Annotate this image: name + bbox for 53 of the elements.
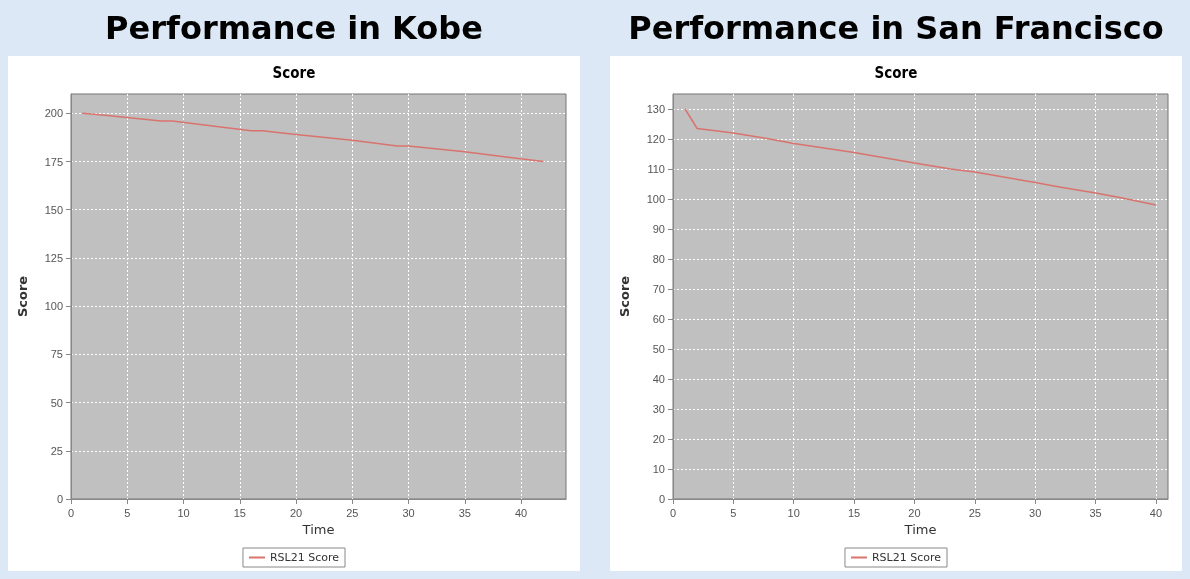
x-tick-label: 0 xyxy=(669,506,677,519)
x-tick-label: 5 xyxy=(730,506,737,519)
y-tick-label: 10 xyxy=(652,463,665,475)
y-tick-label: 100 xyxy=(646,193,665,205)
x-tick-label: 40 xyxy=(1149,506,1163,519)
y-tick-label: 25 xyxy=(50,444,63,457)
x-tick-label: 25 xyxy=(346,506,359,519)
x-tick-label: 30 xyxy=(402,506,415,519)
y-tick-label: 40 xyxy=(652,373,665,385)
y-tick-label: 20 xyxy=(652,433,665,445)
x-tick-label: 20 xyxy=(289,506,303,519)
y-tick-label: 175 xyxy=(44,155,63,168)
x-tick-label: 5 xyxy=(124,506,131,519)
x-tick-label: 15 xyxy=(847,506,861,519)
x-tick-label: 30 xyxy=(1029,506,1042,519)
y-tick-label: 130 xyxy=(646,103,665,115)
legend-label: RSL21 Score xyxy=(269,551,340,564)
y-tick-label: 0 xyxy=(658,493,665,505)
line-series xyxy=(684,108,1157,206)
y-tick-label: 75 xyxy=(50,348,63,361)
x-tick-label: 35 xyxy=(458,506,471,519)
y-axis-title: Score xyxy=(617,275,632,318)
y-tick-label: 70 xyxy=(652,283,665,295)
y-tick-label: 100 xyxy=(44,300,63,313)
y-tick-label: 0 xyxy=(56,493,63,505)
y-tick-label: 50 xyxy=(50,396,63,409)
y-tick-label: 30 xyxy=(652,403,665,415)
line-series xyxy=(81,112,545,163)
x-axis-title: Time xyxy=(903,522,937,537)
y-tick-label: 50 xyxy=(652,343,665,355)
legend-label: RSL21 Score xyxy=(871,551,942,564)
y-tick-label: 110 xyxy=(647,163,665,175)
y-tick-label: 200 xyxy=(44,107,63,120)
y-tick-label: 150 xyxy=(44,203,63,216)
y-tick-label: 90 xyxy=(652,223,665,235)
x-tick-label: 0 xyxy=(67,506,75,519)
x-tick-label: 10 xyxy=(177,506,190,519)
chart-title: Performance in San Francisco xyxy=(627,8,1165,49)
x-axis-title: Time xyxy=(301,522,335,537)
y-tick-label: 120 xyxy=(646,133,665,145)
chart-subtitle: Score xyxy=(272,63,316,82)
chart-subtitle: Score xyxy=(874,63,918,82)
x-tick-label: 25 xyxy=(968,506,981,519)
x-tick-label: 10 xyxy=(787,506,800,519)
chart-title: Performance in Kobe xyxy=(104,8,484,49)
x-tick-label: 35 xyxy=(1089,506,1102,519)
y-axis-title: Score xyxy=(15,275,30,318)
x-tick-label: 20 xyxy=(908,506,921,519)
y-tick-label: 125 xyxy=(44,251,63,264)
y-tick-label: 60 xyxy=(652,313,665,325)
x-tick-label: 40 xyxy=(514,506,528,519)
x-tick-label: 15 xyxy=(233,506,246,519)
y-tick-label: 80 xyxy=(652,253,665,265)
